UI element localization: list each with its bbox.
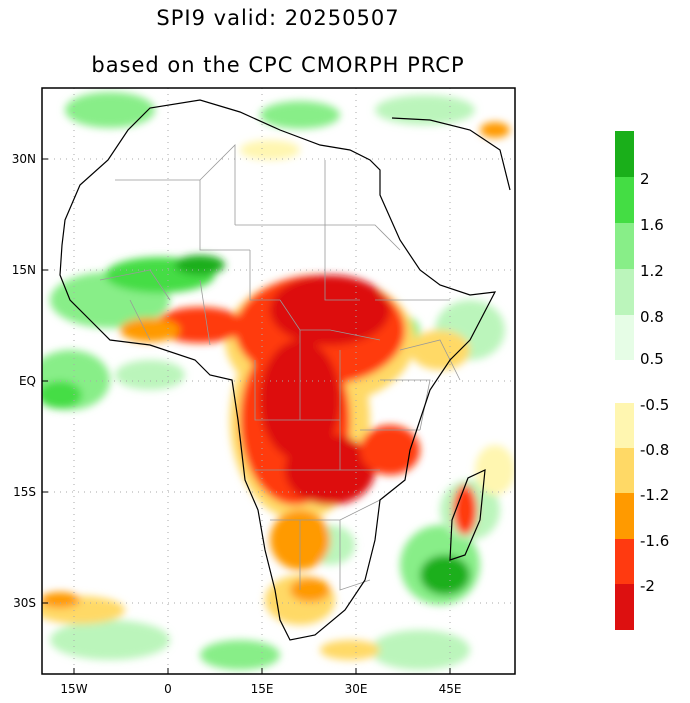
coastline xyxy=(59,99,511,641)
colorbar-wet: 2 1.6 1.2 0.8 0.5 xyxy=(615,131,664,368)
colorbar-wet-label: 0.5 xyxy=(640,350,664,368)
colorbar-dry-swatch xyxy=(615,448,634,493)
map-frame xyxy=(41,87,516,675)
lat-tick-label: 15N xyxy=(12,263,36,277)
colorbar-dry-label: -2 xyxy=(640,577,655,595)
lat-tick-label: EQ xyxy=(19,374,36,388)
lon-tick-label: 30E xyxy=(345,682,368,696)
lon-tick-label: 15W xyxy=(60,682,87,696)
map-area xyxy=(42,88,515,674)
spi-field xyxy=(42,92,515,670)
colorbar-wet-swatch xyxy=(615,131,634,177)
colorbar-wet-swatch xyxy=(615,269,634,315)
colorbar-wet-swatch xyxy=(615,177,634,223)
lon-tick-label: 45E xyxy=(439,682,462,696)
colorbar-dry-label: -1.6 xyxy=(640,532,669,550)
colorbar-wet-swatch xyxy=(615,223,634,269)
map-title: SPI9 valid: 20250507 xyxy=(156,6,400,30)
colorbar-wet-label: 1.6 xyxy=(640,216,664,234)
lat-tick-label: 15S xyxy=(13,485,36,499)
colorbar-wet-label: 1.2 xyxy=(640,262,664,280)
colorbar-dry-label: -0.5 xyxy=(640,396,669,414)
colorbar-dry-swatch xyxy=(615,403,634,448)
lon-tick-label: 15E xyxy=(251,682,274,696)
colorbar-wet-swatch xyxy=(615,315,634,360)
lat-tick-label: 30S xyxy=(13,596,36,610)
colorbar-dry-label: -0.8 xyxy=(640,441,669,459)
country-borders xyxy=(99,144,461,591)
colorbar-wet-label: 2 xyxy=(640,170,650,188)
colorbar-dry: -0.5 -0.8 -1.2 -1.6 -2 xyxy=(615,396,669,630)
map-subtitle: based on the CPC CMORPH PRCP xyxy=(91,53,465,77)
colorbar-wet-label: 0.8 xyxy=(640,308,664,326)
colorbar-dry-swatch xyxy=(615,584,634,630)
lon-tick-label: 0 xyxy=(164,682,172,696)
colorbar-dry-swatch xyxy=(615,493,634,539)
longitude-axis: 15W 0 15E 30E 45E xyxy=(60,682,461,696)
graticule xyxy=(42,88,515,674)
colorbar-dry-label: -1.2 xyxy=(640,486,669,504)
frame-ticks xyxy=(42,158,451,674)
lat-tick-label: 30N xyxy=(12,152,36,166)
latitude-axis: 30N 15N EQ 15S 30S xyxy=(12,152,36,610)
colorbar-dry-swatch xyxy=(615,539,634,584)
